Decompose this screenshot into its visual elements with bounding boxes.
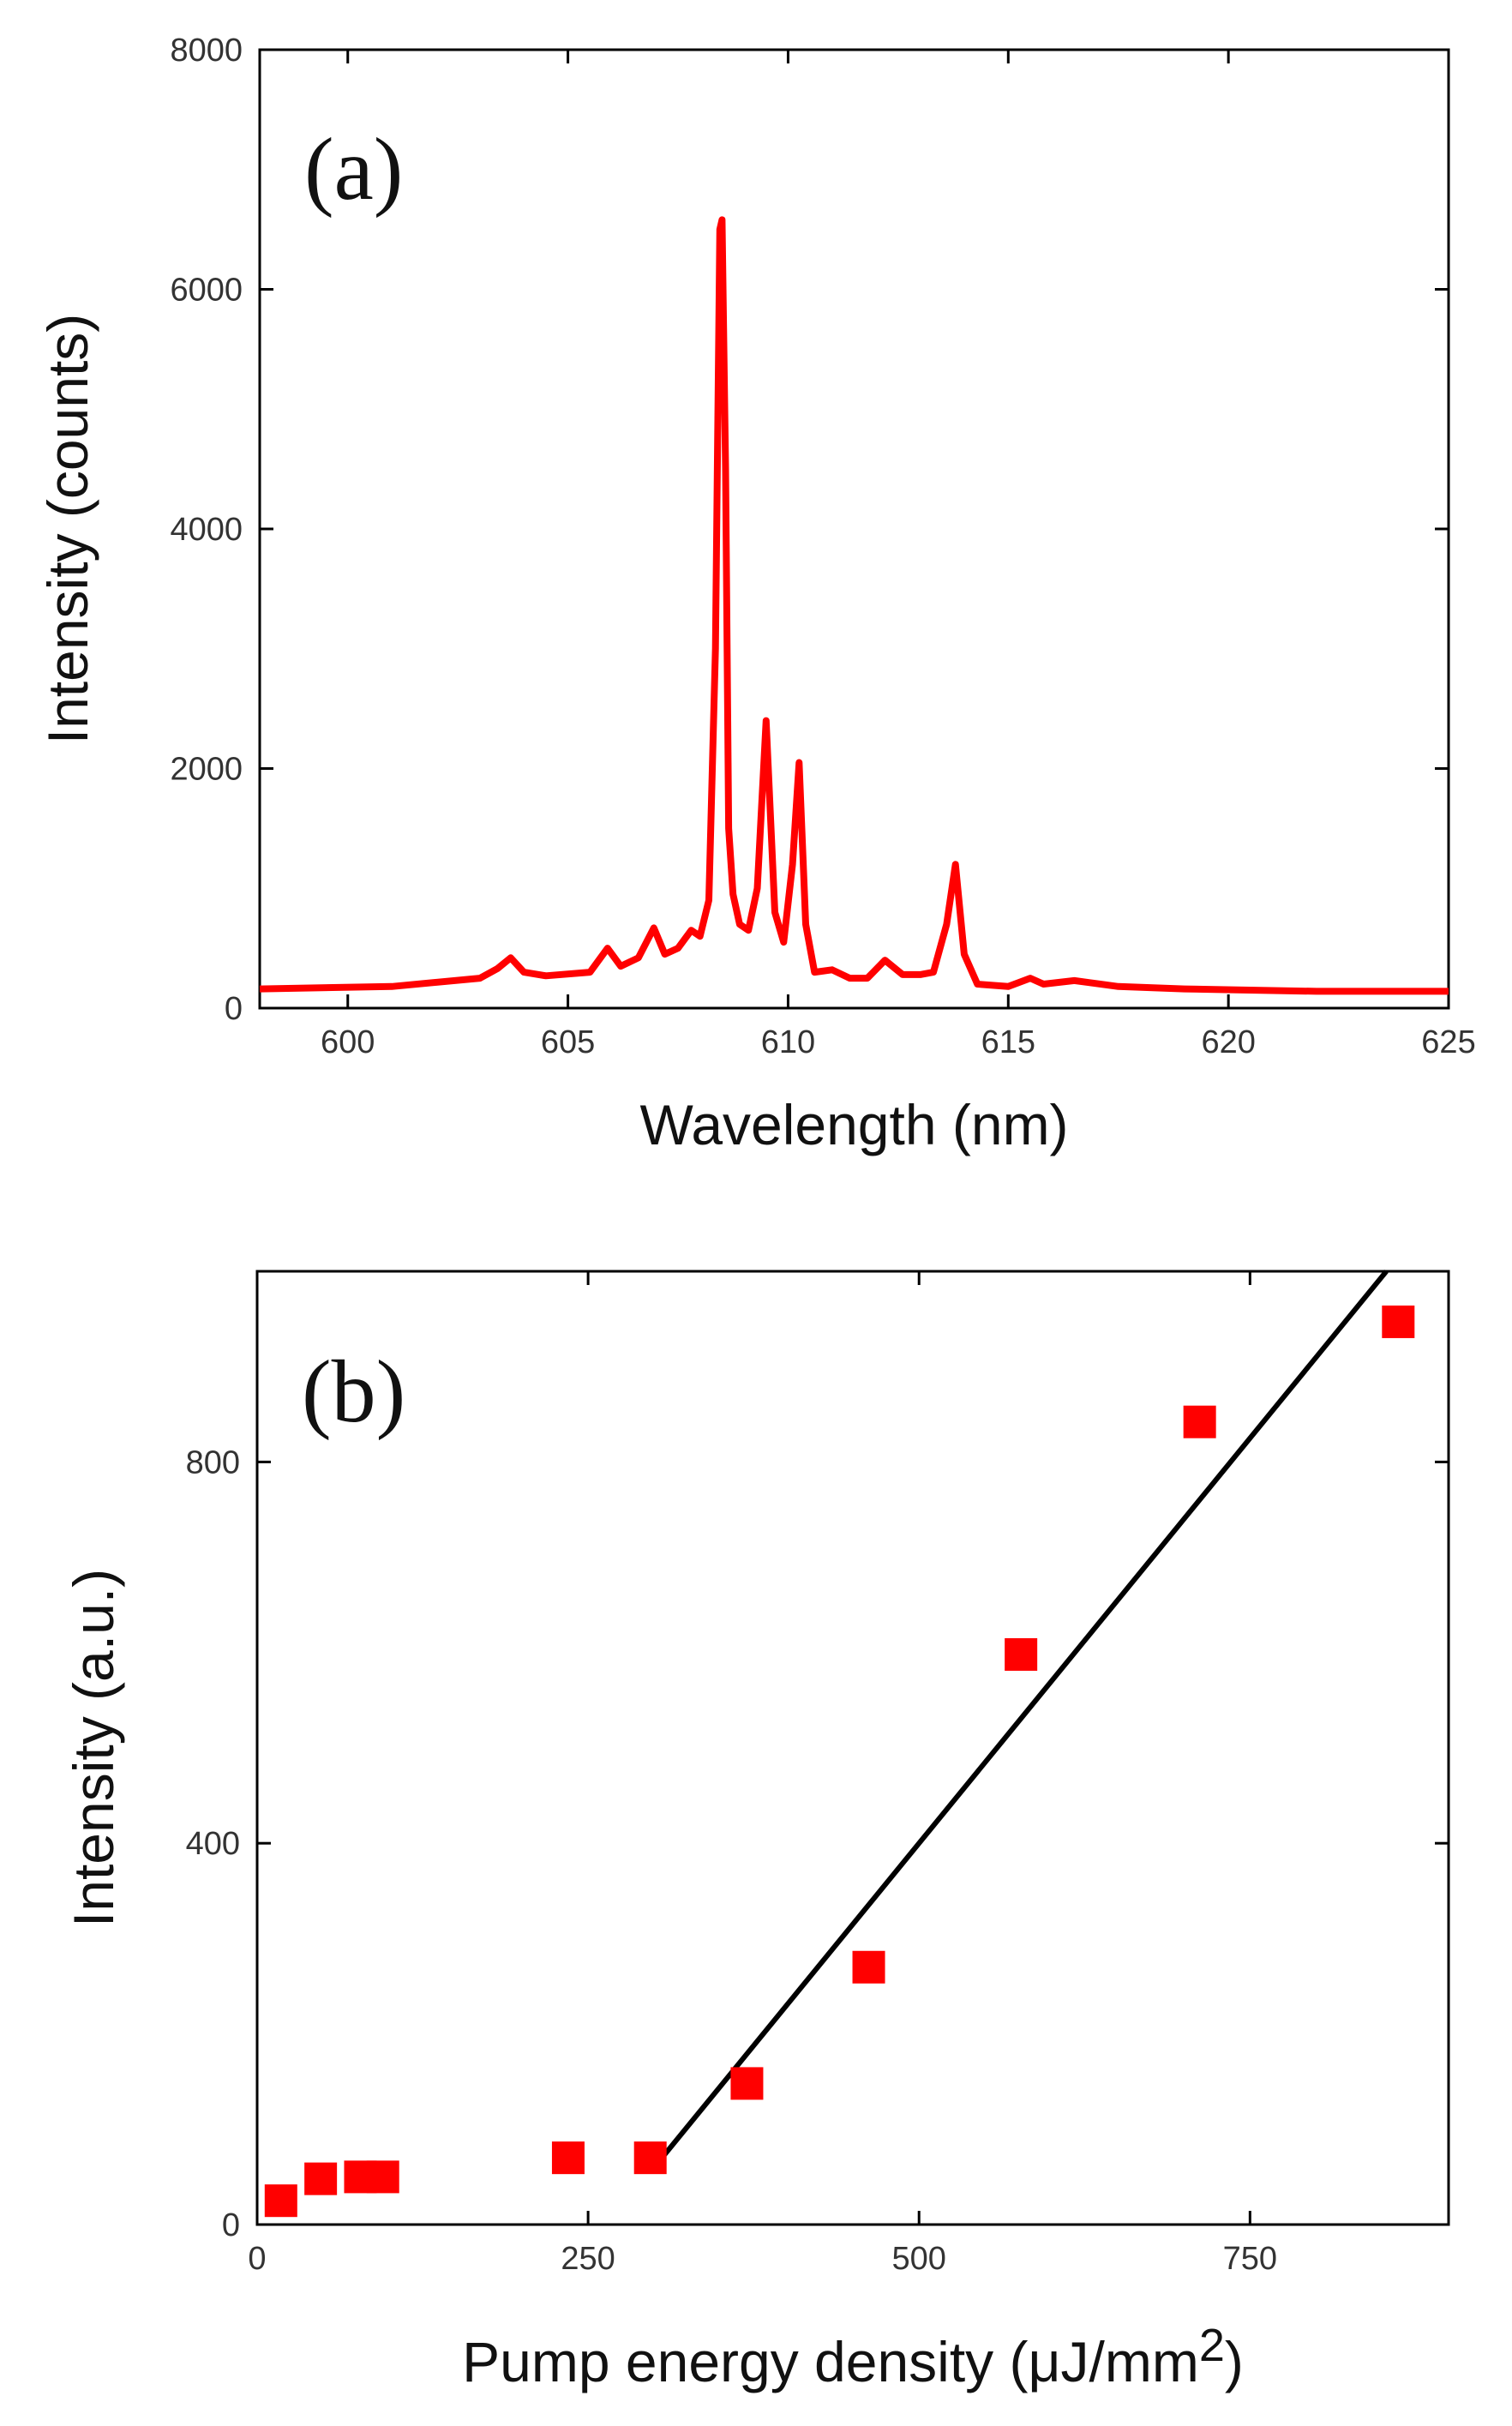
data-point bbox=[730, 2067, 764, 2100]
panel-a-y-tick-label: 0 bbox=[225, 991, 243, 1027]
panel-a-y-tick-label: 2000 bbox=[170, 752, 243, 788]
data-point bbox=[633, 2141, 667, 2175]
data-point bbox=[1382, 1305, 1415, 1338]
data-point bbox=[264, 2184, 297, 2218]
panel-b-y-tick-label: 0 bbox=[222, 2207, 240, 2243]
panel-b-threshold: 0 250 500 750 0 400 800 (b) Pump energy densit… bbox=[62, 1270, 1450, 2393]
panel-a-y-tick-label: 6000 bbox=[170, 273, 243, 309]
panel-b-x-tick-label: 0 bbox=[248, 2241, 266, 2277]
panel-a-x-tick-label: 615 bbox=[981, 1024, 1035, 1060]
panel-b-y-axis-title: Intensity (a.u.) bbox=[62, 1569, 125, 1927]
panel-b-fit-line bbox=[648, 1270, 1389, 2174]
panel-b-x-tick-label: 500 bbox=[892, 2241, 946, 2277]
panel-b-ticks: 0 250 500 750 0 400 800 bbox=[186, 1271, 1449, 2277]
panel-b-label: (b) bbox=[302, 1342, 405, 1441]
panel-b-y-tick-label: 400 bbox=[186, 1826, 240, 1862]
panel-b-x-axis-title-superscript: 2 bbox=[1199, 2320, 1225, 2371]
panel-a-x-tick-label: 625 bbox=[1421, 1024, 1475, 1060]
panel-a-y-tick-label: 4000 bbox=[170, 512, 243, 548]
panel-a-y-tick-label: 8000 bbox=[170, 33, 243, 69]
panel-a-spectrum-line bbox=[259, 216, 1449, 995]
panel-b-plot-frame bbox=[255, 1270, 1450, 2226]
panel-a-y-axis-title: Intensity (counts) bbox=[36, 314, 99, 745]
panel-b-y-tick-label: 800 bbox=[186, 1444, 240, 1480]
panel-a-x-tick-label: 605 bbox=[541, 1024, 595, 1060]
panel-b-data-points bbox=[264, 1305, 1415, 2218]
data-point bbox=[551, 2141, 585, 2175]
panel-b-x-axis-title: Pump energy density (μJ/mm2) bbox=[462, 2320, 1244, 2393]
panel-a-plot-frame bbox=[258, 48, 1450, 1010]
data-point bbox=[1183, 1405, 1216, 1438]
panel-a-x-axis-title: Wavelength (nm) bbox=[639, 1093, 1068, 1156]
data-point bbox=[304, 2162, 338, 2195]
panel-a-label: (a) bbox=[304, 120, 403, 219]
data-point bbox=[366, 2160, 399, 2194]
panel-b-x-tick-label: 250 bbox=[561, 2241, 615, 2277]
data-point bbox=[852, 1950, 885, 1984]
data-point bbox=[1005, 1638, 1038, 1672]
panel-b-x-tick-label: 750 bbox=[1223, 2241, 1277, 2277]
panel-a-ticks: 600 605 610 615 620 625 0 2000 4000 6000 8000 bbox=[170, 33, 1475, 1060]
panel-b-x-axis-title-main: Pump energy density (μJ/mm bbox=[462, 2330, 1199, 2393]
panel-a-x-tick-label: 600 bbox=[321, 1024, 375, 1060]
panel-a-x-tick-label: 620 bbox=[1201, 1024, 1255, 1060]
panel-a-x-tick-label: 610 bbox=[761, 1024, 815, 1060]
panel-b-x-axis-title-close: ) bbox=[1225, 2330, 1244, 2393]
